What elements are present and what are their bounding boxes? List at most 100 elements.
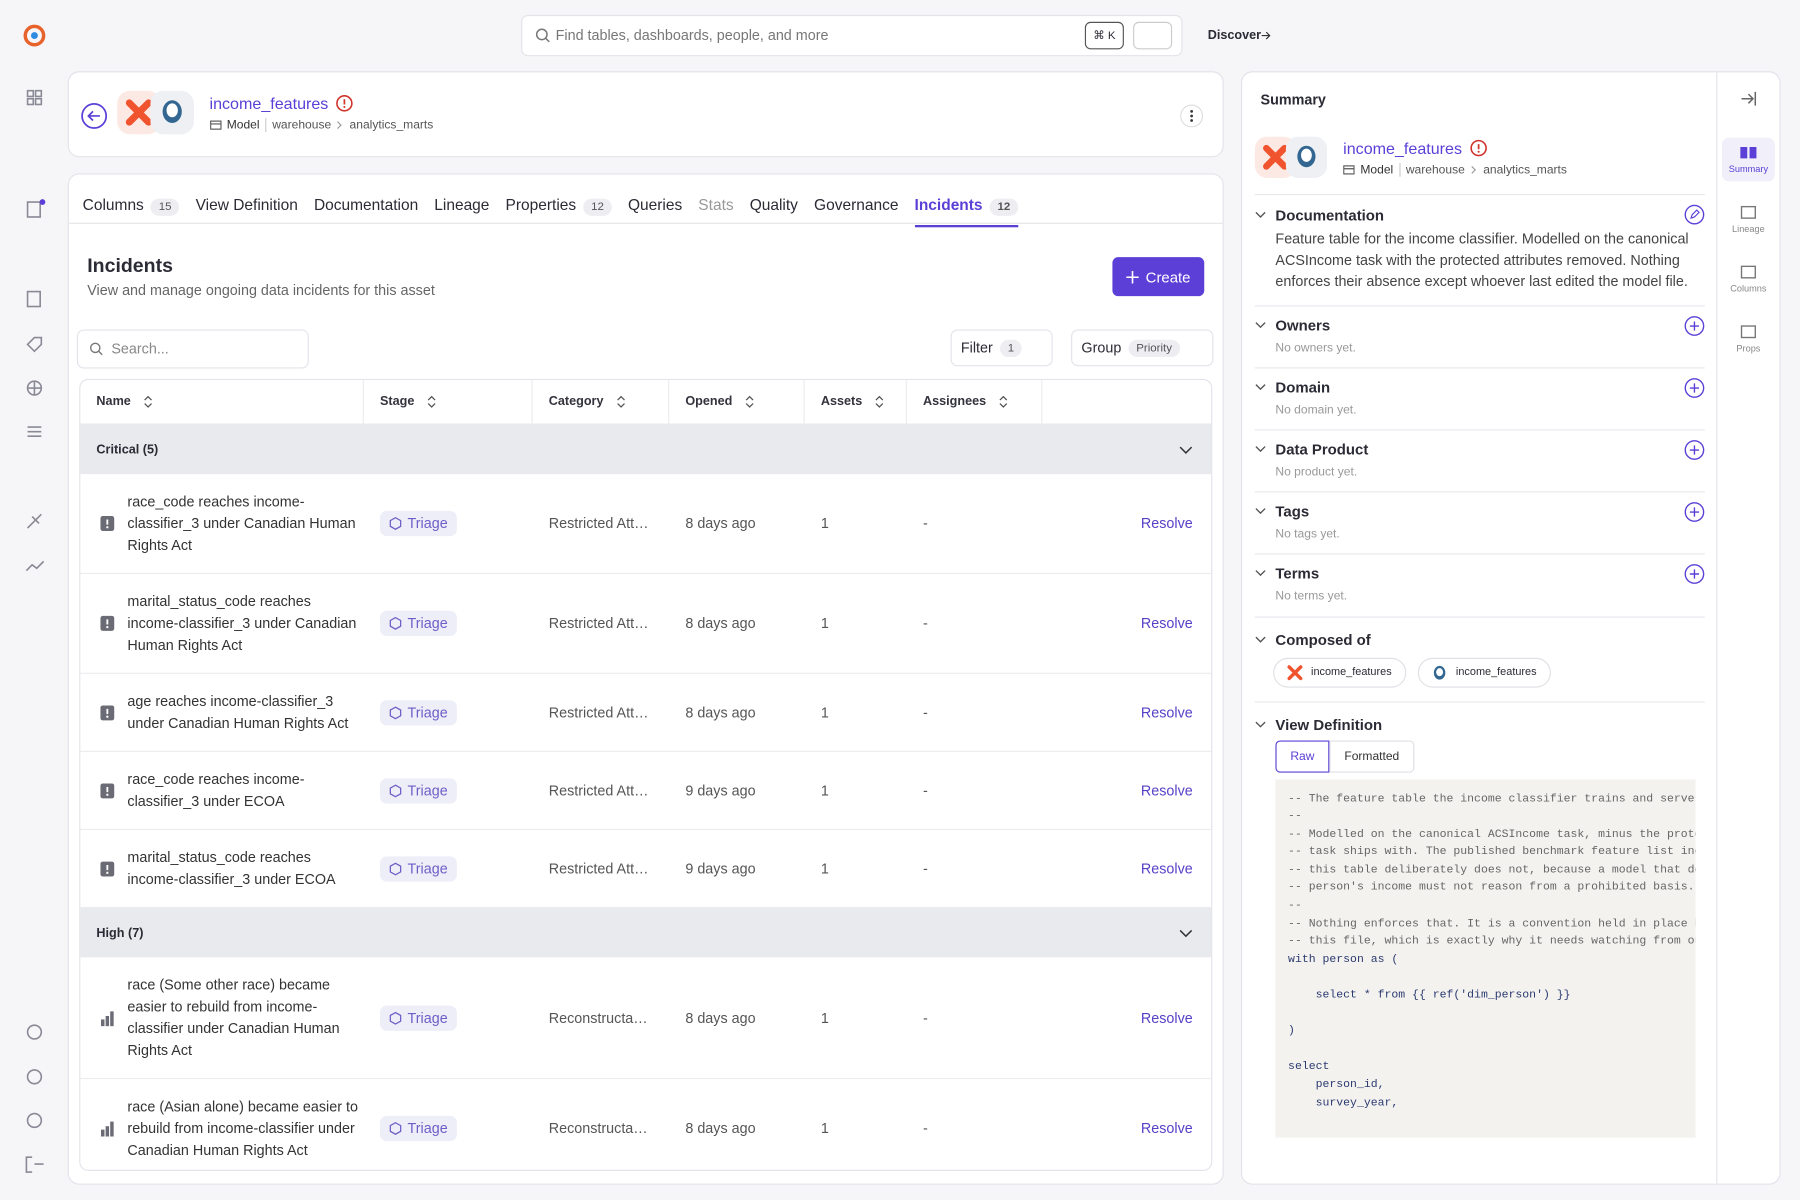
- resolve-link[interactable]: Resolve: [1140, 704, 1193, 721]
- crumb[interactable]: warehouse: [1405, 162, 1465, 177]
- shortcut: ⌘ K: [1084, 21, 1124, 50]
- section-header: View Definition: [1255, 716, 1705, 733]
- tab[interactable]: Governance: [814, 196, 898, 227]
- asset-name[interactable]: income_features: [209, 93, 329, 112]
- name-cell: age reaches income-classifier_3 under Ca…: [80, 674, 364, 751]
- assets-cell: 1: [820, 860, 829, 877]
- add-button: [1684, 501, 1705, 522]
- tab[interactable]: Columns 15: [83, 196, 180, 227]
- section-chevron-glyph: [1255, 570, 1266, 577]
- group-button[interactable]: Group Priority: [1071, 329, 1214, 367]
- group-row: Critical (5): [80, 424, 1212, 475]
- incident-name[interactable]: race_code reaches income-classifier_3 un…: [127, 770, 305, 809]
- action-cell: Resolve: [1042, 574, 1211, 673]
- section-divider: [1254, 304, 1705, 306]
- tab[interactable]: Documentation: [314, 196, 418, 227]
- filter-button[interactable]: Filter 1: [950, 329, 1053, 367]
- incident-name[interactable]: marital_status_code reaches income-class…: [127, 848, 336, 887]
- code-line: -- person's income must not reason from …: [1288, 882, 1695, 895]
- section-chevron-glyph: [1255, 446, 1266, 453]
- asset-chip[interactable]: income_features: [1418, 657, 1552, 688]
- tab[interactable]: View Definition: [196, 196, 298, 227]
- priority-icon-glyph: [100, 782, 115, 798]
- tab[interactable]: Incidents 12: [914, 196, 1019, 228]
- rail-item[interactable]: Columns: [1722, 257, 1775, 301]
- rail-item[interactable]: Lineage: [1722, 197, 1775, 241]
- category-cell: Reconstructa…: [548, 1120, 648, 1137]
- crumb[interactable]: analytics_marts: [349, 117, 434, 132]
- name-cell: race_code reaches income-classifier_3 un…: [80, 474, 364, 573]
- stage-icon-glyph: [389, 517, 402, 530]
- crumb[interactable]: warehouse: [272, 117, 332, 132]
- resolve-link[interactable]: Resolve: [1140, 1009, 1193, 1026]
- incident-name[interactable]: race (Asian alone) became easier to rebu…: [127, 1098, 358, 1158]
- incident-name[interactable]: age reaches income-classifier_3 under Ca…: [127, 692, 349, 731]
- mode-button[interactable]: Formatted: [1329, 739, 1415, 773]
- group-label: Critical (5): [96, 442, 159, 457]
- tab[interactable]: Queries: [628, 196, 682, 227]
- incident-name[interactable]: race (Some other race) became easier to …: [127, 976, 340, 1058]
- resolve-link[interactable]: Resolve: [1140, 782, 1193, 799]
- tab[interactable]: Stats: [698, 196, 733, 227]
- mode-button[interactable]: Raw: [1275, 739, 1330, 773]
- stage-pill: Triage: [379, 610, 457, 636]
- section-title: Terms: [1275, 564, 1320, 583]
- incident-row: race_code reaches income-classifier_3 un…: [80, 474, 1212, 574]
- stage-label: Triage: [407, 515, 448, 532]
- tab[interactable]: Quality: [750, 196, 798, 227]
- assignees-cell: -: [922, 1009, 928, 1026]
- asset-chip[interactable]: income_features: [1273, 657, 1407, 688]
- section-chevron: [1255, 211, 1266, 219]
- tab[interactable]: Properties 12: [506, 196, 612, 227]
- resolve-link[interactable]: Resolve: [1140, 1120, 1193, 1137]
- section-chevron-glyph: [1255, 508, 1266, 515]
- resolve-link[interactable]: Resolve: [1140, 860, 1193, 877]
- rail-item[interactable]: Props: [1722, 317, 1775, 361]
- section-title: View Definition: [1275, 715, 1383, 733]
- incident-name[interactable]: race_code reaches income-classifier_3 un…: [127, 493, 356, 553]
- crumb[interactable]: analytics_marts: [1483, 162, 1567, 177]
- filter-label: Filter: [960, 339, 993, 356]
- dbt-logo-glyph: [1287, 664, 1303, 680]
- tab[interactable]: Lineage: [434, 196, 489, 227]
- plus-icon: [1126, 270, 1139, 283]
- asset-row: income_features Model warehouse analytics_m…: [117, 90, 434, 135]
- rail-icon: [1739, 204, 1757, 220]
- collapse-icon: [1179, 928, 1193, 937]
- name-cell: race (Asian alone) became easier to rebu…: [80, 1079, 364, 1170]
- section-title-row: Tags: [1255, 503, 1309, 520]
- search-placeholder: Search...: [111, 340, 169, 358]
- composed-chips: income_features income_features: [1273, 657, 1705, 688]
- discover-link[interactable]: Discover: [1207, 28, 1262, 43]
- incident-name[interactable]: marital_status_code reaches income-class…: [127, 592, 357, 653]
- assignees-cell: -: [922, 704, 928, 721]
- sort-icon-glyph: [616, 395, 625, 408]
- priority-icon: [100, 615, 115, 631]
- assets-cell: 1: [820, 704, 829, 721]
- resolve-link[interactable]: Resolve: [1140, 615, 1193, 632]
- search-settings[interactable]: [1133, 21, 1173, 50]
- code-line: -- Modelled on the canonical ACSIncome t…: [1288, 828, 1696, 842]
- incident-search[interactable]: Search...: [76, 329, 309, 369]
- group-row: High (7): [80, 908, 1212, 958]
- code-block: -- The feature table the income classifi…: [1275, 778, 1696, 1138]
- assignees-cell: -: [922, 615, 928, 632]
- resolve-link[interactable]: Resolve: [1140, 515, 1193, 532]
- sort-icon-glyph: [745, 395, 754, 408]
- asset-name[interactable]: income_features: [1343, 138, 1462, 157]
- global-search[interactable]: [521, 14, 1183, 57]
- section-header: Terms: [1255, 563, 1705, 584]
- more-menu[interactable]: [1180, 104, 1204, 128]
- stage-pill: Triage: [379, 699, 457, 725]
- code-line: [1288, 969, 1696, 987]
- group-label: High (7): [96, 925, 144, 940]
- create-button[interactable]: Create: [1112, 257, 1205, 297]
- crumb-sep: [1471, 165, 1478, 174]
- assets-cell: 1: [820, 1009, 829, 1026]
- back-button[interactable]: [80, 102, 108, 130]
- rail-item[interactable]: Summary: [1722, 137, 1775, 182]
- stage-icon: [389, 783, 402, 798]
- collapse-icon-glyph: [1179, 929, 1193, 937]
- create-label: Create: [1145, 268, 1191, 286]
